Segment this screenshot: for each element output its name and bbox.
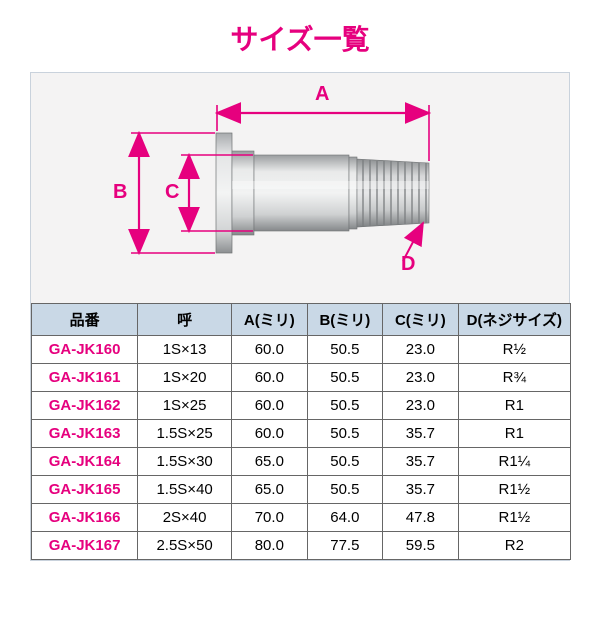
cell-value: R1 xyxy=(458,392,570,420)
cell-value: 50.5 xyxy=(307,448,383,476)
cell-value: 1S×25 xyxy=(138,392,232,420)
cell-value: 23.0 xyxy=(383,392,459,420)
spec-panel: A B C D 品番 呼 A(ミリ) B(ミリ) C(ミリ) D(ネジサイズ) … xyxy=(30,72,570,561)
cell-value: 50.5 xyxy=(307,476,383,504)
cell-value: 60.0 xyxy=(232,336,308,364)
cell-value: 1S×13 xyxy=(138,336,232,364)
cell-value: 2.5S×50 xyxy=(138,532,232,560)
cell-part: GA-JK161 xyxy=(32,364,138,392)
cell-value: 35.7 xyxy=(383,420,459,448)
cell-part: GA-JK162 xyxy=(32,392,138,420)
table-row: GA-JK1672.5S×5080.077.559.5R2 xyxy=(32,532,571,560)
diagram-svg xyxy=(31,73,571,303)
cell-value: 77.5 xyxy=(307,532,383,560)
th-part: 品番 xyxy=(32,304,138,336)
th-b: B(ミリ) xyxy=(307,304,383,336)
cell-value: R¾ xyxy=(458,364,570,392)
cell-value: 47.8 xyxy=(383,504,459,532)
cell-value: 50.5 xyxy=(307,392,383,420)
table-row: GA-JK1641.5S×3065.050.535.7R1¼ xyxy=(32,448,571,476)
table-row: GA-JK1621S×2560.050.523.0R1 xyxy=(32,392,571,420)
cell-value: 50.5 xyxy=(307,364,383,392)
table-row: GA-JK1651.5S×4065.050.535.7R1½ xyxy=(32,476,571,504)
table-header-row: 品番 呼 A(ミリ) B(ミリ) C(ミリ) D(ネジサイズ) xyxy=(32,304,571,336)
cell-value: R1¼ xyxy=(458,448,570,476)
cell-value: 60.0 xyxy=(232,420,308,448)
cell-part: GA-JK167 xyxy=(32,532,138,560)
cell-value: 2S×40 xyxy=(138,504,232,532)
cell-value: 23.0 xyxy=(383,364,459,392)
table-body: GA-JK1601S×1360.050.523.0R½GA-JK1611S×20… xyxy=(32,336,571,560)
th-c: C(ミリ) xyxy=(383,304,459,336)
cell-value: 80.0 xyxy=(232,532,308,560)
table-row: GA-JK1601S×1360.050.523.0R½ xyxy=(32,336,571,364)
spec-table: 品番 呼 A(ミリ) B(ミリ) C(ミリ) D(ネジサイズ) GA-JK160… xyxy=(31,303,571,560)
cell-value: 35.7 xyxy=(383,448,459,476)
dim-label-a: A xyxy=(315,83,329,106)
dim-label-b: B xyxy=(113,181,127,204)
th-yobi: 呼 xyxy=(138,304,232,336)
table-row: GA-JK1611S×2060.050.523.0R¾ xyxy=(32,364,571,392)
dimension-diagram: A B C D xyxy=(31,73,571,303)
th-a: A(ミリ) xyxy=(232,304,308,336)
cell-value: R½ xyxy=(458,336,570,364)
cell-value: 64.0 xyxy=(307,504,383,532)
cell-value: 60.0 xyxy=(232,392,308,420)
cell-value: 50.5 xyxy=(307,420,383,448)
cell-value: 1S×20 xyxy=(138,364,232,392)
page-title: サイズ一覧 xyxy=(0,18,600,58)
cell-value: 59.5 xyxy=(383,532,459,560)
cell-part: GA-JK163 xyxy=(32,420,138,448)
cell-value: 50.5 xyxy=(307,336,383,364)
cell-value: 35.7 xyxy=(383,476,459,504)
cell-value: 70.0 xyxy=(232,504,308,532)
cell-part: GA-JK164 xyxy=(32,448,138,476)
cell-value: R1½ xyxy=(458,504,570,532)
table-row: GA-JK1631.5S×2560.050.535.7R1 xyxy=(32,420,571,448)
cell-value: R2 xyxy=(458,532,570,560)
cell-part: GA-JK166 xyxy=(32,504,138,532)
th-d: D(ネジサイズ) xyxy=(458,304,570,336)
cell-part: GA-JK165 xyxy=(32,476,138,504)
cell-value: R1½ xyxy=(458,476,570,504)
cell-value: 1.5S×40 xyxy=(138,476,232,504)
cell-value: 60.0 xyxy=(232,364,308,392)
cell-value: 1.5S×25 xyxy=(138,420,232,448)
dim-label-c: C xyxy=(165,181,179,204)
cell-value: 23.0 xyxy=(383,336,459,364)
cell-value: 1.5S×30 xyxy=(138,448,232,476)
cell-part: GA-JK160 xyxy=(32,336,138,364)
cell-value: 65.0 xyxy=(232,476,308,504)
cell-value: 65.0 xyxy=(232,448,308,476)
table-row: GA-JK1662S×4070.064.047.8R1½ xyxy=(32,504,571,532)
cell-value: R1 xyxy=(458,420,570,448)
dim-label-d: D xyxy=(401,253,415,276)
